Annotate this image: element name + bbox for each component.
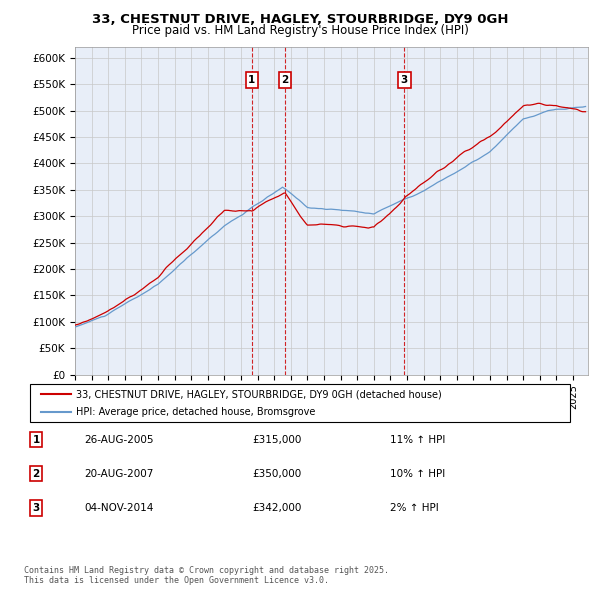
Text: £342,000: £342,000 [252,503,301,513]
Text: 3: 3 [401,75,408,85]
Text: 2% ↑ HPI: 2% ↑ HPI [390,503,439,513]
Text: 20-AUG-2007: 20-AUG-2007 [84,469,154,478]
Text: 11% ↑ HPI: 11% ↑ HPI [390,435,445,444]
Text: HPI: Average price, detached house, Bromsgrove: HPI: Average price, detached house, Brom… [76,407,315,417]
Text: 26-AUG-2005: 26-AUG-2005 [84,435,154,444]
Text: 2: 2 [32,469,40,478]
Text: 10% ↑ HPI: 10% ↑ HPI [390,469,445,478]
Text: 1: 1 [248,75,256,85]
Text: 33, CHESTNUT DRIVE, HAGLEY, STOURBRIDGE, DY9 0GH: 33, CHESTNUT DRIVE, HAGLEY, STOURBRIDGE,… [92,13,508,26]
Text: £315,000: £315,000 [252,435,301,444]
Text: 2: 2 [281,75,289,85]
Text: £350,000: £350,000 [252,469,301,478]
Text: 04-NOV-2014: 04-NOV-2014 [84,503,154,513]
Text: 3: 3 [32,503,40,513]
Text: 1: 1 [32,435,40,444]
Text: Contains HM Land Registry data © Crown copyright and database right 2025.
This d: Contains HM Land Registry data © Crown c… [24,566,389,585]
Text: Price paid vs. HM Land Registry's House Price Index (HPI): Price paid vs. HM Land Registry's House … [131,24,469,37]
Text: 33, CHESTNUT DRIVE, HAGLEY, STOURBRIDGE, DY9 0GH (detached house): 33, CHESTNUT DRIVE, HAGLEY, STOURBRIDGE,… [76,389,442,399]
